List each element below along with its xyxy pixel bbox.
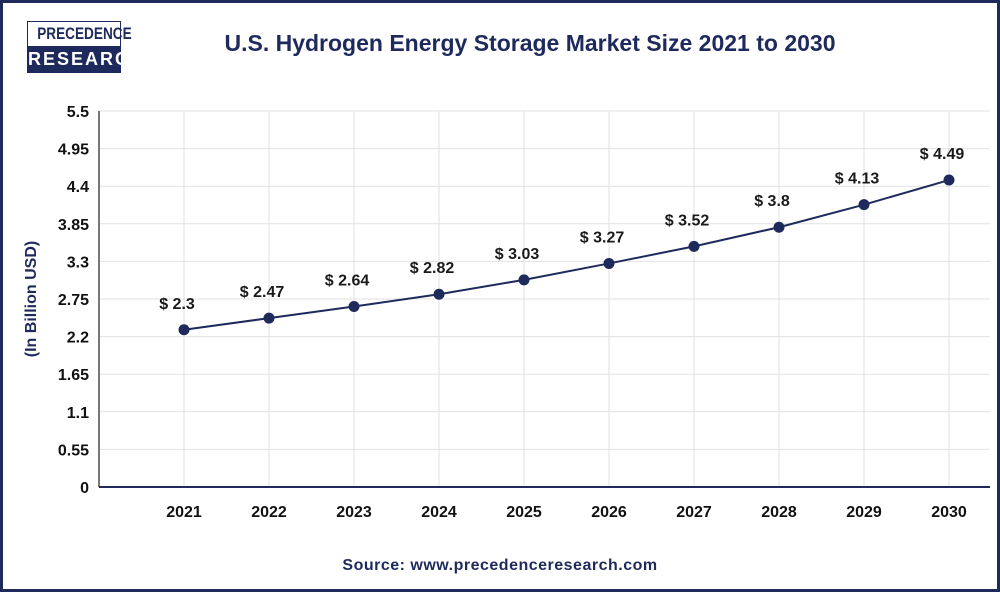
x-tick-label: 2030 (931, 504, 967, 521)
y-tick-label: 1.1 (67, 405, 89, 422)
y-tick-label: 4.95 (58, 142, 89, 159)
x-tick-label: 2028 (761, 504, 797, 521)
logo-line2: RESEARCH (28, 46, 143, 72)
x-tick-label: 2025 (506, 504, 542, 521)
y-tick-label: 4.4 (67, 179, 89, 196)
y-tick-label: 3.85 (58, 217, 89, 234)
y-tick-label: 0 (80, 480, 89, 497)
y-tick-label: 1.65 (58, 367, 89, 384)
data-point (603, 257, 615, 269)
data-label: $ 2.64 (325, 273, 370, 290)
y-tick-label: 3.3 (67, 254, 89, 271)
data-point (943, 174, 955, 186)
data-point (178, 324, 190, 336)
data-label: $ 3.27 (580, 229, 625, 246)
x-tick-label: 2024 (421, 504, 457, 521)
y-tick-label: 5.5 (67, 104, 89, 121)
data-point (858, 199, 870, 211)
data-point (263, 312, 275, 324)
data-label: $ 4.13 (835, 171, 880, 188)
data-label: $ 2.82 (410, 260, 455, 277)
logo-line1: PRECEDENCE (37, 22, 132, 46)
data-point (348, 301, 360, 313)
brand-logo: PRECEDENCE RESEARCH (27, 21, 143, 73)
data-point (433, 288, 445, 300)
x-tick-label: 2029 (846, 504, 882, 521)
data-point (518, 274, 530, 286)
x-tick-label: 2023 (336, 504, 372, 521)
series-line (183, 179, 950, 331)
y-tick-label: 2.2 (67, 330, 89, 347)
data-label: $ 3.8 (754, 193, 790, 210)
data-point (688, 240, 700, 252)
data-label: $ 2.47 (240, 284, 285, 301)
y-tick-label: 0.55 (58, 442, 89, 459)
data-label: $ 4.49 (920, 146, 965, 163)
y-tick-label: 2.75 (58, 292, 89, 309)
data-label: $ 2.3 (159, 296, 195, 313)
source-note: Source: www.precedenceresearch.com (342, 557, 658, 574)
data-point (773, 221, 785, 233)
data-label: $ 3.52 (665, 212, 710, 229)
x-tick-label: 2021 (166, 504, 202, 521)
y-axis-label: (In Billion USD) (23, 241, 40, 357)
x-tick-label: 2026 (591, 504, 627, 521)
x-tick-label: 2027 (676, 504, 712, 521)
data-label: $ 3.03 (495, 246, 540, 263)
x-tick-label: 2022 (251, 504, 287, 521)
chart-title: U.S. Hydrogen Energy Storage Market Size… (224, 30, 836, 56)
